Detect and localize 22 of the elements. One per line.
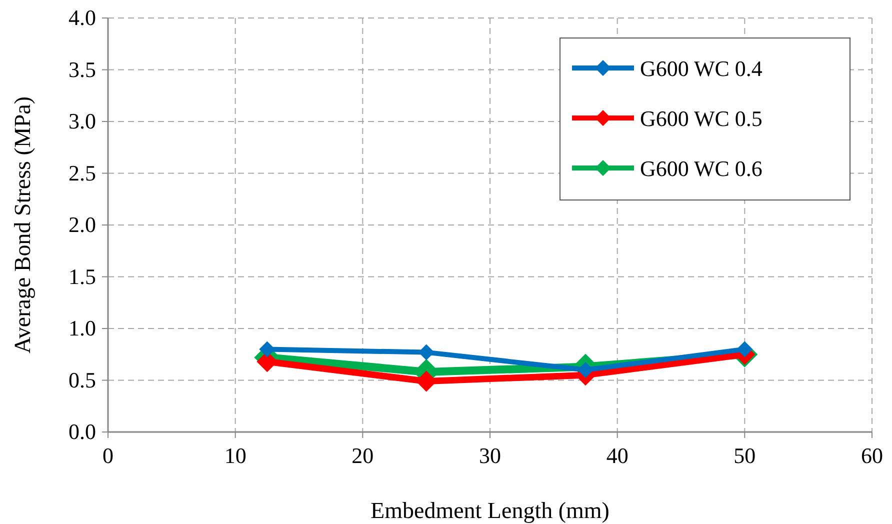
x-axis-title: Embedment Length (mm) [370, 498, 610, 523]
legend-label: G600 WC 0.4 [640, 56, 762, 81]
point [578, 362, 594, 378]
x-tick-label: 50 [734, 443, 756, 468]
y-tick-label: 3.0 [68, 108, 96, 134]
y-axis-title: Average Bond Stress (MPa) [10, 96, 35, 354]
x-tick-label: 10 [224, 443, 246, 468]
y-tick-label: 2.0 [68, 212, 96, 237]
x-tick-label: 0 [102, 443, 114, 468]
y-tick-label: 1.0 [68, 316, 96, 340]
y-tick-label: 0.5 [68, 367, 96, 392]
x-tick-label: 40 [606, 443, 628, 468]
y-tick-label: 1.5 [68, 264, 96, 289]
y-tick-label: 4.0 [68, 5, 96, 30]
y-tick-label: 2.5 [68, 160, 96, 186]
x-tick-label: 30 [479, 443, 501, 468]
y-tick-label: 0.0 [68, 419, 96, 444]
legend-label: G600 WC 0.5 [640, 106, 762, 131]
x-tick-label: 20 [352, 443, 374, 468]
legend-label: G600 WC 0.6 [640, 156, 762, 181]
x-tick-label: 60 [861, 443, 883, 468]
y-tick-label: 3.5 [68, 56, 96, 82]
